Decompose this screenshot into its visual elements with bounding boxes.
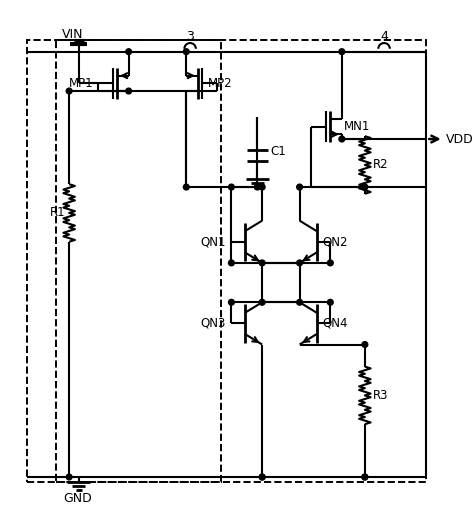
Circle shape	[259, 474, 265, 480]
Circle shape	[66, 474, 72, 480]
Text: C1: C1	[271, 145, 286, 158]
Text: MN1: MN1	[344, 120, 370, 133]
Circle shape	[259, 300, 265, 305]
Circle shape	[66, 88, 72, 94]
Circle shape	[228, 300, 234, 305]
Circle shape	[362, 342, 368, 348]
Circle shape	[183, 49, 189, 55]
Text: QN4: QN4	[323, 317, 348, 330]
Circle shape	[228, 184, 234, 190]
Circle shape	[362, 474, 368, 480]
Text: 3: 3	[186, 30, 194, 43]
Text: MP1: MP1	[69, 77, 94, 90]
Text: MP2: MP2	[208, 77, 232, 90]
Circle shape	[362, 474, 368, 480]
Circle shape	[126, 49, 132, 55]
Text: R3: R3	[373, 389, 388, 402]
Circle shape	[259, 184, 265, 190]
Circle shape	[259, 474, 265, 480]
Circle shape	[297, 184, 302, 190]
Text: R1: R1	[50, 206, 65, 219]
Circle shape	[297, 300, 302, 305]
Circle shape	[362, 184, 368, 190]
Text: VIN: VIN	[62, 28, 83, 41]
Circle shape	[328, 300, 333, 305]
Text: QN2: QN2	[323, 235, 348, 249]
Circle shape	[328, 260, 333, 266]
Circle shape	[126, 88, 132, 94]
Circle shape	[259, 260, 265, 266]
Circle shape	[183, 184, 189, 190]
Circle shape	[339, 136, 345, 142]
Text: QN1: QN1	[201, 235, 226, 249]
Text: 4: 4	[380, 30, 388, 43]
Text: R2: R2	[373, 158, 388, 171]
Circle shape	[297, 260, 302, 266]
Text: QN3: QN3	[201, 317, 226, 330]
Circle shape	[228, 260, 234, 266]
Circle shape	[339, 49, 345, 55]
Text: GND: GND	[64, 492, 92, 505]
Text: VDD: VDD	[446, 132, 473, 145]
Circle shape	[255, 184, 260, 190]
